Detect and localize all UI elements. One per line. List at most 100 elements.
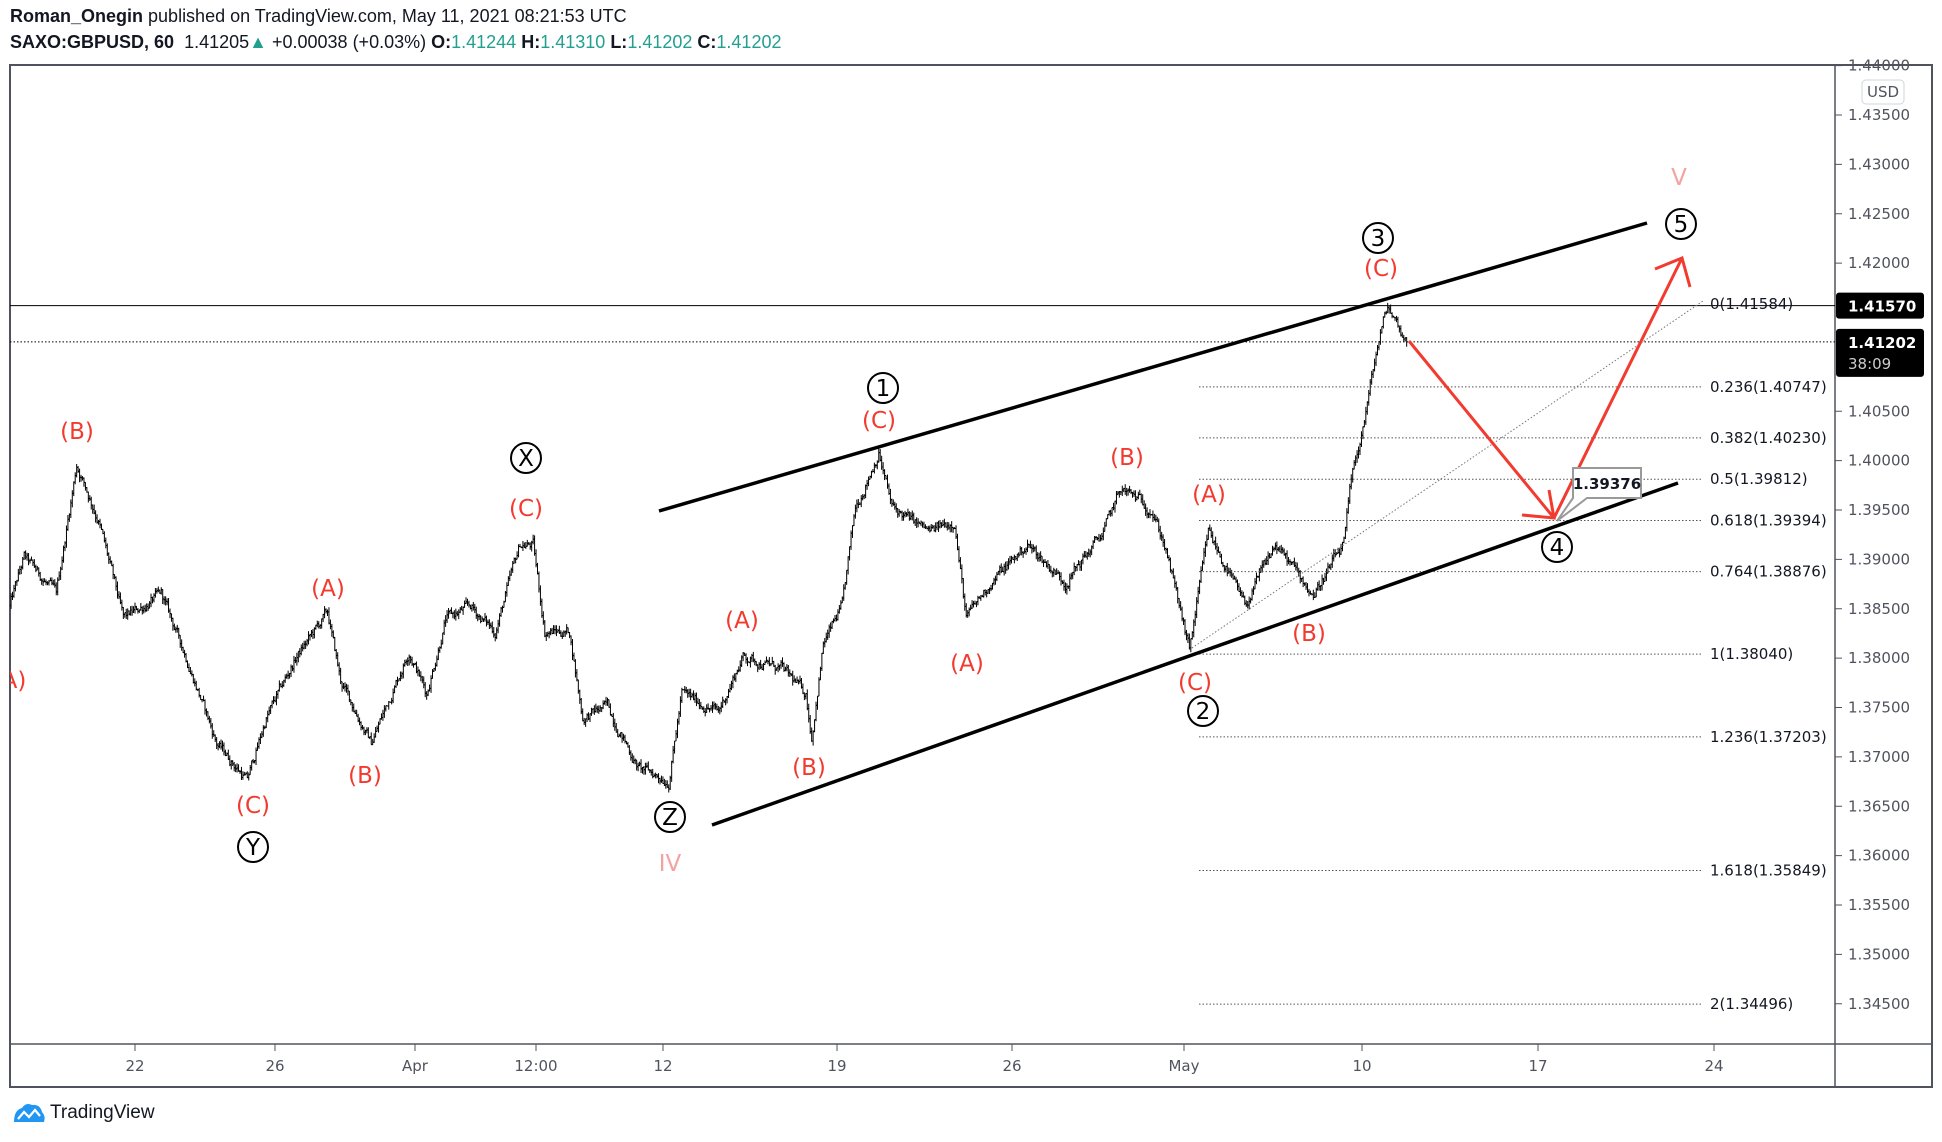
- price-bar: [976, 595, 980, 606]
- price-chart[interactable]: 0(1.41584) 0.236(1.40747) 0.382(1.40230) 0.…: [0, 0, 1942, 1100]
- price-bar: [488, 619, 491, 630]
- wave-label[interactable]: (C): [1178, 670, 1212, 696]
- price-bar: [40, 578, 43, 585]
- price-bar: [1370, 370, 1373, 385]
- wave-label[interactable]: (B): [60, 419, 94, 445]
- wave-circle-icon: [1665, 208, 1697, 240]
- wave-label[interactable]: 4: [1541, 531, 1573, 563]
- author-name[interactable]: Roman_Onegin: [10, 6, 144, 26]
- price-bar: [1080, 559, 1083, 571]
- wave-label[interactable]: 3: [1362, 222, 1394, 254]
- price-tick-label: 1.40500: [1848, 402, 1910, 420]
- price-callout[interactable]: 1.39376: [1556, 467, 1642, 522]
- price-bar: [330, 623, 334, 637]
- price-bar: [1072, 562, 1076, 576]
- wave-label[interactable]: (C): [862, 408, 896, 434]
- price-bar: [1110, 507, 1114, 517]
- price-bar: [14, 581, 17, 592]
- time-tick-label: May: [1168, 1057, 1199, 1075]
- wave-label[interactable]: IV: [659, 851, 682, 877]
- price-bar: [1185, 629, 1188, 641]
- price-bar: [467, 600, 471, 608]
- price-bar: [830, 620, 834, 629]
- price-bar: [1304, 581, 1308, 590]
- price-tick-label: 1.35500: [1848, 896, 1910, 914]
- time-tick-label: Apr: [402, 1057, 429, 1075]
- price-bar: [148, 601, 151, 609]
- price-bar: [1226, 562, 1229, 577]
- wave-label[interactable]: Y: [237, 831, 269, 863]
- price-bar: [374, 727, 377, 738]
- price-bar: [1176, 586, 1179, 604]
- price-bar: [1154, 514, 1158, 523]
- price-bar: [298, 648, 301, 658]
- price-bar: [152, 593, 156, 603]
- price-bar: [450, 607, 453, 615]
- time-axis[interactable]: 22 26 Apr 12:00 12 19 26 May 10 17 24: [125, 1044, 1724, 1075]
- wave-label[interactable]: X: [510, 442, 542, 474]
- currency-button[interactable]: USD: [1861, 79, 1905, 105]
- price-bar: [292, 655, 296, 673]
- wave-label[interactable]: 1: [867, 372, 899, 404]
- price-tick-label: 1.39000: [1848, 550, 1910, 568]
- wave-label[interactable]: (B): [1110, 445, 1144, 471]
- wave-label[interactable]: (C): [1364, 256, 1398, 282]
- wave-label[interactable]: 5: [1665, 208, 1697, 240]
- price-bar: [1376, 344, 1379, 356]
- wave-label[interactable]: Z: [654, 801, 686, 833]
- wave-label[interactable]: (A): [725, 608, 759, 634]
- wave-label[interactable]: (B): [1292, 621, 1326, 647]
- price-bar: [1275, 541, 1279, 555]
- down-arrow-line[interactable]: [1407, 340, 1556, 519]
- last-price-value: 1.41202: [1848, 334, 1916, 352]
- wave-label-text: (C): [509, 496, 543, 522]
- price-bar: [215, 736, 218, 749]
- price-bar: [1357, 446, 1360, 459]
- close-label: C:: [697, 32, 717, 52]
- price-bar: [477, 614, 481, 620]
- wave-label[interactable]: (A): [311, 576, 345, 602]
- price-bar: [1236, 579, 1239, 591]
- wave-label[interactable]: (B): [792, 755, 826, 781]
- open-label: O:: [431, 32, 452, 52]
- wave-label[interactable]: (A): [950, 651, 984, 677]
- wave-label[interactable]: (C): [236, 793, 270, 819]
- price-bar: [71, 490, 74, 508]
- wave-label[interactable]: (A): [1192, 482, 1226, 508]
- price-bar: [154, 587, 157, 598]
- wave-label[interactable]: V: [1671, 165, 1687, 191]
- wave-label[interactable]: 2: [1187, 695, 1219, 727]
- price-bar: [730, 680, 733, 691]
- lower-channel-line[interactable]: [711, 481, 1679, 827]
- price-bar: [171, 617, 175, 631]
- price-bar: [877, 447, 880, 463]
- low-value: 1.41202: [627, 32, 693, 52]
- price-bar: [543, 619, 546, 638]
- price-bar: [539, 585, 542, 606]
- price-bar: [1145, 507, 1149, 519]
- price-bar: [1250, 588, 1254, 601]
- price-bar: [139, 602, 143, 611]
- price-bar: [660, 775, 663, 783]
- price-bar: [832, 618, 835, 624]
- price-bar: [717, 705, 720, 713]
- price-bar: [631, 753, 634, 763]
- price-bar: [1177, 597, 1181, 609]
- tradingview-logo[interactable]: TradingView: [12, 1102, 155, 1124]
- upper-channel-line[interactable]: [658, 221, 1648, 513]
- wave-label-text: 4: [1550, 535, 1565, 561]
- price-bar: [18, 565, 21, 575]
- price-axis[interactable]: 1.44000 1.43500 1.43000 1.42500 1.42000 1.405…: [1835, 57, 1924, 1013]
- wave-label[interactable]: (B): [348, 763, 382, 789]
- price-bar: [634, 758, 637, 765]
- price-bar: [599, 705, 602, 712]
- price-bar: [683, 685, 686, 694]
- plot-area[interactable]: 0(1.41584) 0.236(1.40747) 0.382(1.40230) 0.…: [2, 165, 1835, 1013]
- price-bar: [52, 579, 55, 586]
- wave-label[interactable]: A): [2, 668, 27, 694]
- wave-label[interactable]: (C): [509, 496, 543, 522]
- wave-label-text: 2: [1196, 699, 1211, 725]
- price-bar: [654, 772, 657, 779]
- price-bar: [1354, 455, 1357, 466]
- price-bar: [1199, 566, 1203, 583]
